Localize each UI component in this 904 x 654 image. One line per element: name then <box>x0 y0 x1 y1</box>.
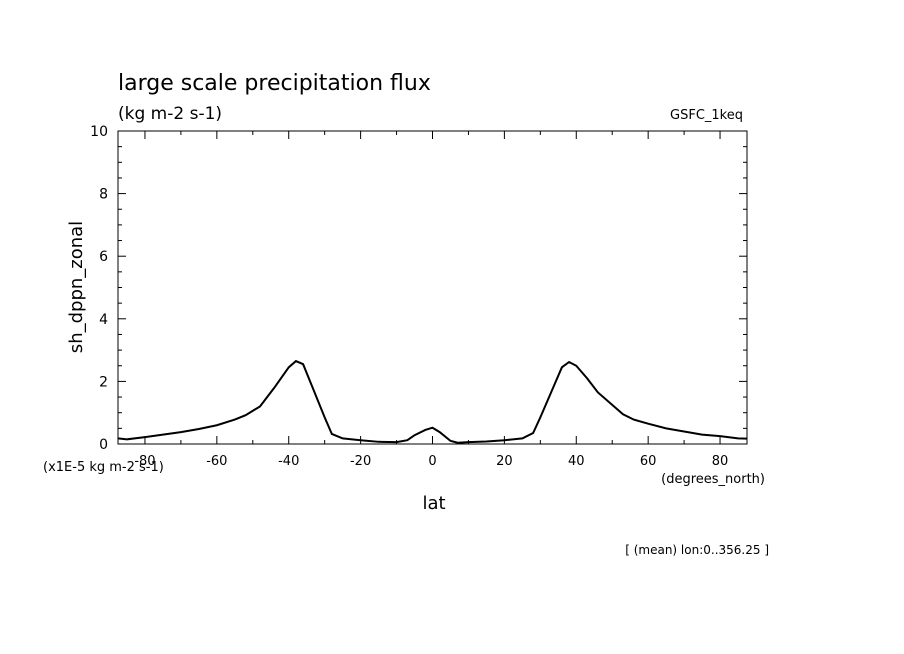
x-axis-ticks: -80 -60 -40 -20 0 20 40 60 80 <box>134 131 728 469</box>
y-axis-label: sh_dppn_zonal <box>66 221 87 353</box>
plot-frame <box>117 130 748 445</box>
y-tick-label: 10 <box>90 124 108 140</box>
y-tick-label: 2 <box>99 374 108 390</box>
x-tick-label: 0 <box>428 454 436 469</box>
series-line <box>117 359 748 444</box>
y-tick-label: 6 <box>99 249 108 265</box>
y-tick-label: 8 <box>99 187 108 203</box>
x-tick-label: -40 <box>278 454 299 469</box>
x-tick-label: -60 <box>206 454 227 469</box>
chart-title: large scale precipitation flux <box>118 71 431 96</box>
x-tick-label: -20 <box>350 454 371 469</box>
chart-units: (kg m-2 s-1) <box>118 104 222 124</box>
y-axis-ticks: 0 2 4 6 8 10 <box>90 124 747 453</box>
y-tick-label: 0 <box>99 437 108 453</box>
x-tick-label: -80 <box>134 454 155 469</box>
x-tick-label: 60 <box>640 454 657 469</box>
footer-note: [ (mean) lon:0..356.25 ] <box>625 543 769 557</box>
model-label: GSFC_1keq <box>670 108 743 123</box>
y-tick-label: 4 <box>99 312 108 328</box>
x-axis-label: lat <box>422 493 445 514</box>
x-tick-label: 40 <box>568 454 585 469</box>
x-axis-units: (degrees_north) <box>661 472 765 487</box>
y-scale-note: (x1E-5 kg m-2 s-1) <box>43 460 164 475</box>
x-tick-label: 80 <box>712 454 729 469</box>
x-tick-label: 20 <box>496 454 513 469</box>
